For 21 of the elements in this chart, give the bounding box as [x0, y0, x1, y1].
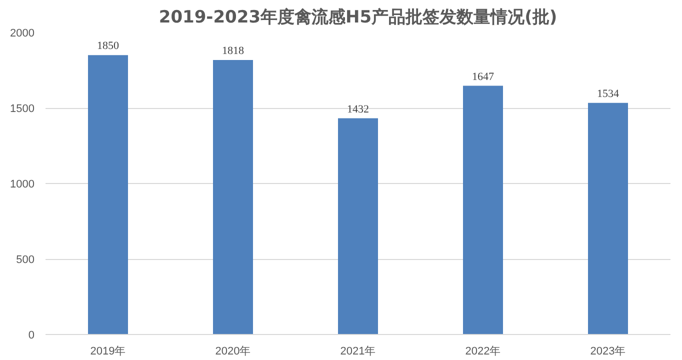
y-tick-label: 2000: [10, 28, 35, 40]
y-tick-label: 0: [28, 330, 35, 342]
x-tick-label: 2023年: [590, 346, 626, 358]
x-tick-label: 2021年: [340, 346, 376, 358]
chart-title: 2019-2023年度禽流感H5产品批签发数量情况(批): [158, 8, 558, 28]
data-label: 1534: [597, 88, 620, 100]
data-label: 1850: [97, 40, 120, 52]
y-tick-label: 500: [16, 254, 35, 266]
bar: [213, 60, 253, 334]
bar: [88, 55, 128, 334]
data-label: 1647: [472, 70, 494, 83]
data-label: 1818: [222, 44, 244, 57]
y-tick-label: 1500: [10, 103, 35, 115]
bar: [463, 86, 503, 334]
data-label: 1432: [347, 103, 369, 116]
y-tick-label: 1000: [10, 178, 35, 190]
x-tick-label: 2022年: [465, 346, 501, 358]
bar: [338, 118, 378, 334]
x-tick-label: 2019年: [90, 346, 126, 358]
x-tick-label: 2020年: [215, 346, 251, 358]
bar: [588, 102, 628, 334]
